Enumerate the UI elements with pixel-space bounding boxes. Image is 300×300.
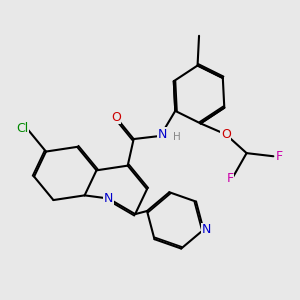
Text: O: O xyxy=(111,111,121,124)
Text: N: N xyxy=(158,128,167,141)
Text: F: F xyxy=(276,150,283,163)
Text: N: N xyxy=(202,223,211,236)
Text: O: O xyxy=(221,128,231,141)
Text: N: N xyxy=(104,192,113,205)
Text: F: F xyxy=(227,172,234,185)
Text: Cl: Cl xyxy=(16,122,28,135)
Text: H: H xyxy=(173,133,181,142)
